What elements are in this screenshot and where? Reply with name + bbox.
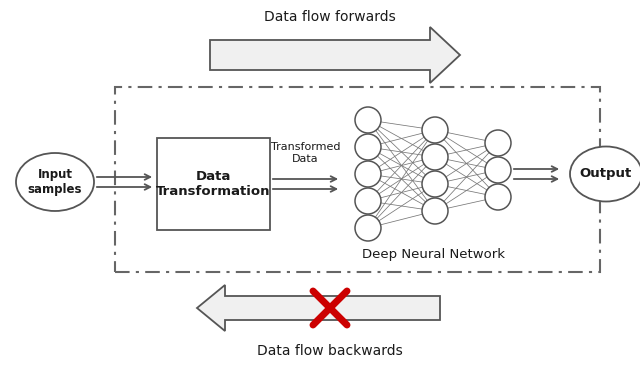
FancyBboxPatch shape	[157, 138, 270, 230]
Text: Input
samples: Input samples	[28, 168, 83, 196]
Text: Transformed
Data: Transformed Data	[271, 142, 340, 164]
Ellipse shape	[16, 153, 94, 211]
Text: Deep Neural Network: Deep Neural Network	[362, 248, 504, 261]
Ellipse shape	[570, 147, 640, 202]
Polygon shape	[197, 285, 440, 331]
Circle shape	[485, 130, 511, 156]
Circle shape	[355, 107, 381, 133]
Circle shape	[355, 215, 381, 241]
Text: Data flow backwards: Data flow backwards	[257, 344, 403, 358]
Circle shape	[355, 134, 381, 160]
Circle shape	[355, 161, 381, 187]
Circle shape	[422, 144, 448, 170]
Polygon shape	[210, 27, 460, 83]
Circle shape	[422, 171, 448, 197]
Circle shape	[422, 198, 448, 224]
Circle shape	[422, 117, 448, 143]
Circle shape	[355, 188, 381, 214]
Circle shape	[485, 157, 511, 183]
Text: Data flow forwards: Data flow forwards	[264, 10, 396, 24]
Text: Output: Output	[580, 168, 632, 181]
Circle shape	[485, 184, 511, 210]
Text: Data
Transformation: Data Transformation	[156, 170, 271, 198]
